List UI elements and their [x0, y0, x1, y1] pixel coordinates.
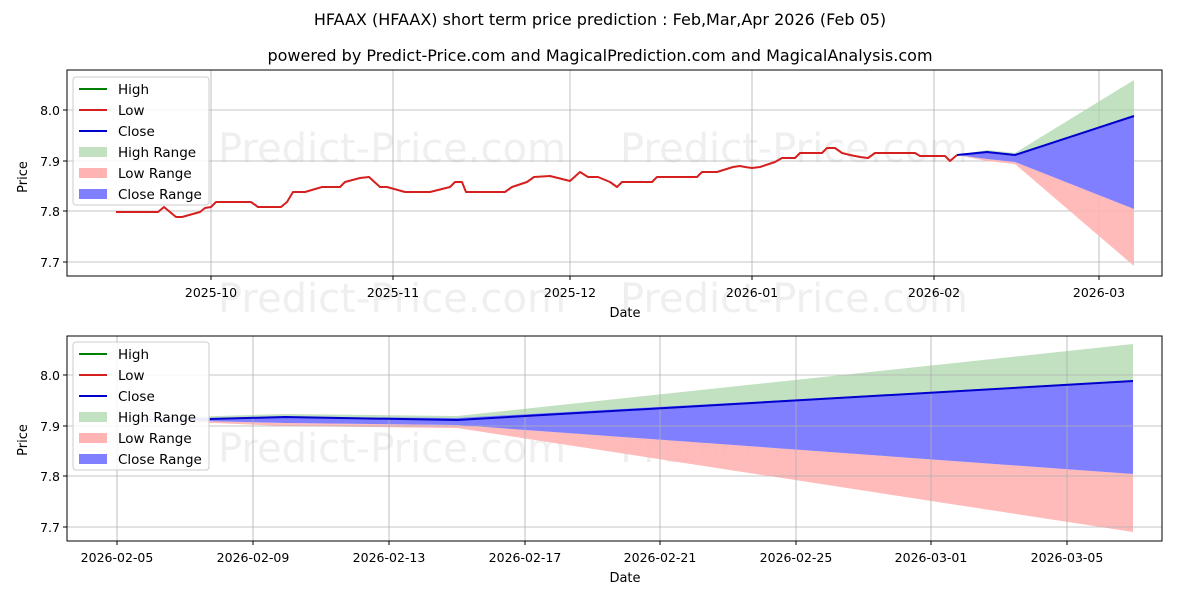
legend-close-range: Close Range — [118, 187, 202, 203]
x-tick-label: 2026-03-05 — [1031, 550, 1104, 565]
legend-low: Low — [118, 368, 145, 384]
chart-subtitle: powered by Predict-Price.com and Magical… — [267, 46, 933, 65]
chart-title: HFAAX (HFAAX) short term price predictio… — [313, 10, 887, 29]
legend-low-range: Low Range — [118, 431, 192, 447]
close-line — [209, 380, 1134, 422]
x-tick-label: 2026-02-05 — [81, 550, 154, 565]
high-range-band — [957, 80, 1134, 156]
legend-close-range-swatch — [79, 189, 107, 199]
y-tick-label: 7.9 — [40, 154, 60, 169]
legend-high-range: High Range — [118, 410, 196, 426]
x-tick-label: 2026-03-01 — [895, 550, 968, 565]
watermark: Predict-Price.com — [218, 276, 566, 322]
x-tick-label: 2025-11 — [367, 285, 419, 300]
x-tick-label: 2026-02-09 — [217, 550, 290, 565]
legend-close-range: Close Range — [118, 452, 202, 468]
y-axis-label: Price — [16, 424, 31, 456]
legend-high-range-swatch — [79, 412, 107, 422]
top-legend: High Low Close High Range Low Range Clos… — [72, 76, 210, 206]
low-range-band — [957, 155, 1134, 266]
y-tick-label: 7.8 — [40, 469, 60, 484]
x-axis-label: Date — [609, 306, 640, 321]
y-tick-label: 7.8 — [40, 204, 60, 219]
low-range-band — [117, 419, 1133, 532]
top-chart: Predict-Price.com Predict-Price.com Pred… — [16, 69, 1163, 322]
x-axis-label: Date — [609, 571, 640, 586]
x-tick-label: 2025-10 — [185, 285, 237, 300]
x-tick-label: 2026-02-17 — [489, 550, 562, 565]
y-tick-label: 7.7 — [40, 520, 60, 535]
legend-low: Low — [118, 103, 145, 119]
watermark: Predict-Price.com — [218, 126, 566, 172]
legend-low-range: Low Range — [118, 166, 192, 182]
watermark: Predict-Price.com — [620, 126, 968, 172]
x-tick-label: 2026-02-21 — [624, 550, 697, 565]
legend-close: Close — [118, 389, 155, 405]
x-tick-label: 2026-02-13 — [353, 550, 426, 565]
x-tick-label: 2026-03 — [1073, 285, 1125, 300]
legend-low-range-swatch — [79, 168, 107, 178]
top-plot-frame — [66, 69, 1163, 277]
y-tick-label: 8.0 — [40, 103, 60, 118]
legend-low-range-swatch — [79, 433, 107, 443]
legend-close-range-swatch — [79, 454, 107, 464]
y-tick-label: 8.0 — [40, 368, 60, 383]
close-range-band — [117, 381, 1133, 474]
x-tick-label: 2026-02 — [908, 285, 960, 300]
bottom-chart: Predict-Price.com Predict-Price.com — [16, 335, 1163, 586]
low-line — [116, 147, 958, 218]
x-tick-label: 2026-02-25 — [760, 550, 833, 565]
legend-high-range: High Range — [118, 145, 196, 161]
legend-close: Close — [118, 124, 155, 140]
y-tick-label: 7.9 — [40, 419, 60, 434]
bottom-plot-frame — [66, 335, 1163, 542]
top-grid — [67, 70, 1162, 276]
legend-high: High — [118, 82, 149, 98]
x-tick-label: 2025-12 — [544, 285, 596, 300]
x-tick-label: 2026-01 — [726, 285, 778, 300]
y-axis-label: Price — [16, 161, 31, 193]
close-range-band — [957, 116, 1134, 209]
legend-high: High — [118, 347, 149, 363]
watermark: Predict-Price.com — [620, 276, 968, 322]
y-tick-label: 7.7 — [40, 255, 60, 270]
bottom-grid — [67, 336, 1162, 541]
legend-high-range-swatch — [79, 147, 107, 157]
high-range-band — [117, 344, 1133, 420]
bottom-legend: High Low Close High Range Low Range Clos… — [72, 341, 210, 471]
close-line — [956, 115, 1135, 157]
